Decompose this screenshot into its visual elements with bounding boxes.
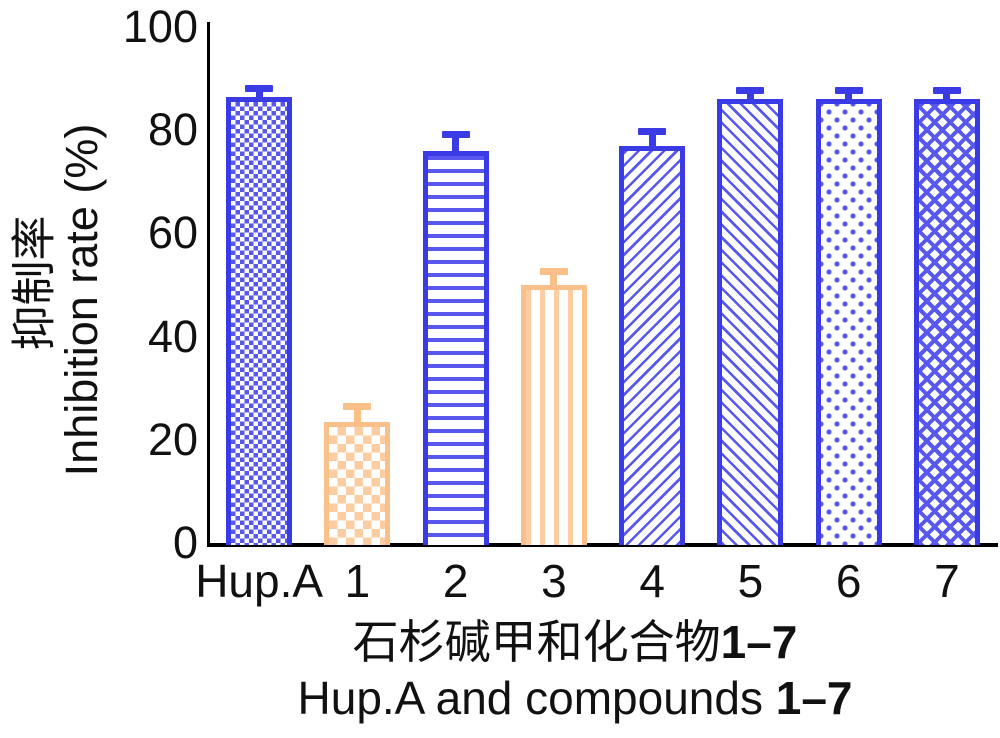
bar-7 xyxy=(913,99,980,545)
error-bar-stem-7 xyxy=(943,94,951,104)
error-bar-stem-6 xyxy=(845,94,853,104)
x-axis-title-chinese: 石杉碱甲和化合物1–7 xyxy=(150,616,1000,668)
error-bar-stem-4 xyxy=(648,135,656,150)
error-bar-cap-5 xyxy=(736,87,765,95)
x-axis-title-english-text: Hup.A and compounds xyxy=(297,672,776,724)
y-tick-label-0: 0 xyxy=(172,517,198,568)
x-axis-line xyxy=(207,543,998,547)
x-axis-title-chinese-text: 石杉碱甲和化合物 xyxy=(352,616,721,668)
error-bar-cap-1 xyxy=(343,402,372,410)
error-bar-cap-hup-a xyxy=(245,84,274,92)
error-bar-stem-3 xyxy=(550,274,558,289)
y-tick-label-60: 60 xyxy=(147,207,198,259)
x-tick-label-6: 6 xyxy=(835,555,862,607)
bar-6 xyxy=(815,99,882,545)
x-axis-title-english: Hup.A and compounds 1–7 xyxy=(150,672,1000,724)
y-tick-label-80: 80 xyxy=(147,104,198,156)
bar-hup-a xyxy=(226,96,293,545)
x-axis-title-english-range: 1–7 xyxy=(775,672,853,724)
error-bar-stem-1 xyxy=(353,409,361,426)
error-bar-cap-7 xyxy=(932,87,961,95)
y-axis-line xyxy=(207,22,210,546)
bar-3 xyxy=(520,285,587,545)
x-tick-label-2: 2 xyxy=(442,555,469,607)
y-tick-label-20: 20 xyxy=(147,413,198,465)
x-tick-label-1: 1 xyxy=(344,555,371,607)
x-tick-label-7: 7 xyxy=(934,555,960,607)
x-tick-label-4: 4 xyxy=(639,555,665,607)
x-tick-label-3: 3 xyxy=(541,555,567,607)
error-bar-stem-hup-a xyxy=(255,91,263,101)
y-tick-label-100: 100 xyxy=(122,1,198,52)
error-bar-cap-6 xyxy=(834,87,863,95)
bar-5 xyxy=(717,99,784,545)
error-bar-cap-2 xyxy=(441,130,470,138)
error-bar-cap-3 xyxy=(539,267,568,275)
x-tick-label-5: 5 xyxy=(737,555,764,607)
error-bar-cap-4 xyxy=(638,128,667,136)
error-bar-stem-5 xyxy=(746,94,754,104)
y-tick-label-40: 40 xyxy=(147,310,198,362)
bar-4 xyxy=(619,145,686,545)
bar-1 xyxy=(324,421,391,545)
x-axis-title-chinese-range: 1–7 xyxy=(720,616,798,668)
error-bar-stem-2 xyxy=(452,137,460,155)
bar-2 xyxy=(422,150,489,545)
x-tick-label-hup-a: Hup.A xyxy=(195,555,324,607)
